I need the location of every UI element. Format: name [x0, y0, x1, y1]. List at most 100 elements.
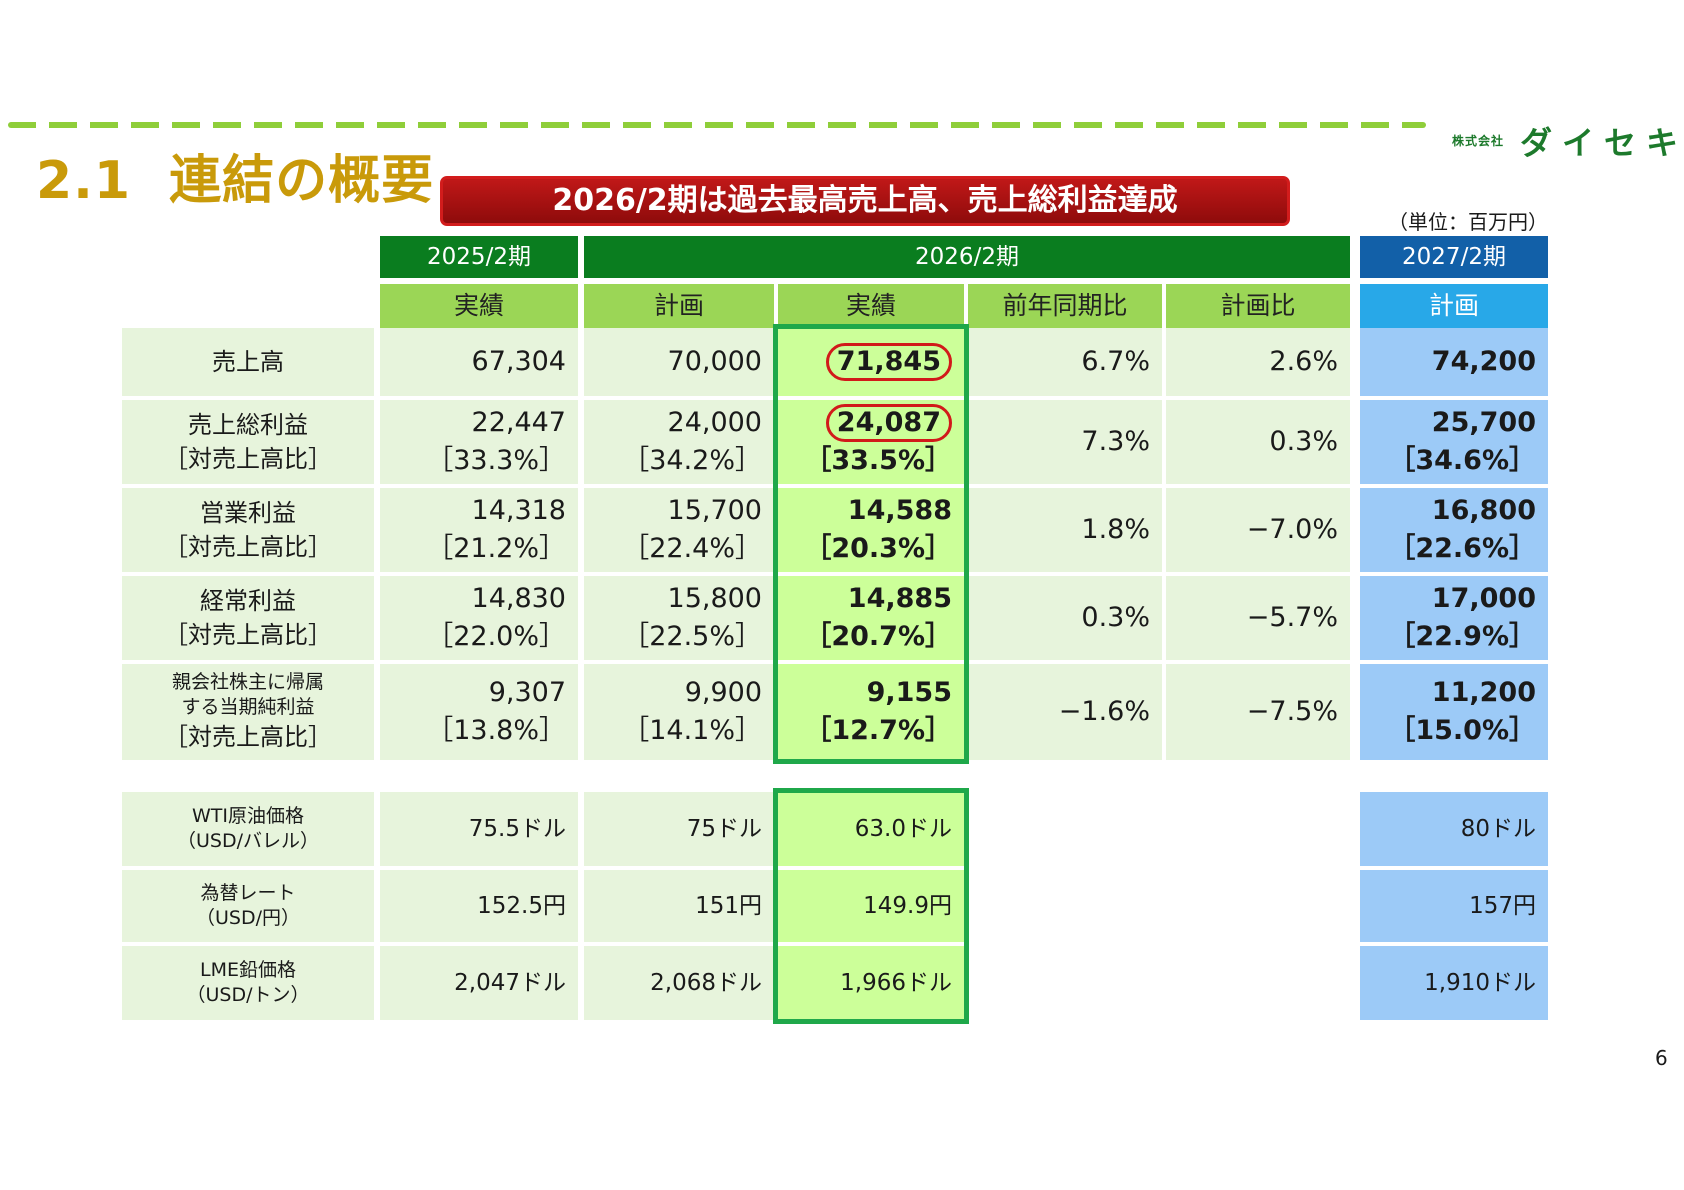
ratio: ［20.7%］	[804, 621, 952, 652]
value: 6.7%	[1081, 346, 1150, 377]
row-label: 経常利益 ［対売上高比］	[122, 576, 374, 660]
ratio: ［33.3%］	[426, 445, 566, 476]
actual-highlight-box-market	[773, 788, 969, 1024]
header-actual-2026: 実績	[778, 284, 964, 328]
market-fy25: 152.5円	[380, 870, 578, 942]
value: 15,700	[667, 495, 762, 526]
market-label-unit: （USD/円）	[196, 907, 300, 929]
value: 14,588	[847, 495, 952, 526]
value: 7.3%	[1081, 426, 1150, 457]
row-label: 営業利益 ［対売上高比］	[122, 488, 374, 572]
logo-company-prefix: 株式会社	[1452, 134, 1505, 148]
value: 2.6%	[1269, 346, 1338, 377]
value: 149.9円	[863, 893, 952, 919]
row-label: 親会社株主に帰属 する当期純利益 ［対売上高比］	[122, 664, 374, 760]
ratio: ［22.0%］	[426, 621, 566, 652]
value: 1,966ドル	[840, 970, 952, 996]
value: 70,000	[667, 346, 762, 377]
value: −7.0%	[1246, 514, 1338, 545]
value: −5.7%	[1246, 602, 1338, 633]
cell-vs-plan: −7.0%	[1166, 488, 1350, 572]
cell-yoy: 0.3%	[968, 576, 1162, 660]
value: −1.6%	[1058, 696, 1150, 727]
cell-plan-2027: 25,700 ［34.6%］	[1360, 400, 1548, 484]
company-logo: ダイセキ	[1520, 124, 1684, 162]
row-label-text-2: する当期純利益	[181, 696, 315, 718]
cell-plan: 9,900 ［14.1%］	[584, 664, 774, 760]
cell-yoy: 6.7%	[968, 328, 1162, 396]
dashed-divider	[8, 122, 1426, 128]
row-label-ratio: ［対売上高比］	[164, 445, 332, 473]
cell-yoy: −1.6%	[968, 664, 1162, 760]
value: 67,304	[471, 346, 566, 377]
record-high-circle: 24,087	[825, 404, 952, 442]
value: 0.3%	[1269, 426, 1338, 457]
value: 74,200	[1431, 346, 1536, 377]
market-plan-2027: 1,910ドル	[1360, 946, 1548, 1020]
ratio: ［22.5%］	[622, 621, 762, 652]
section-title-text: 連結の概要	[169, 151, 435, 211]
row-label-text: 売上総利益	[188, 411, 308, 439]
ratio: ［22.4%］	[622, 533, 762, 564]
market-plan-2027: 157円	[1360, 870, 1548, 942]
cell-yoy: 1.8%	[968, 488, 1162, 572]
cell-actual: 71,845	[778, 328, 964, 396]
market-fy25: 2,047ドル	[380, 946, 578, 1020]
row-label-ratio: ［対売上高比］	[164, 723, 332, 751]
header-yoy: 前年同期比	[968, 284, 1162, 328]
cell-actual: 14,588 ［20.3%］	[778, 488, 964, 572]
ratio: ［20.3%］	[804, 533, 952, 564]
cell-plan: 15,700 ［22.4%］	[584, 488, 774, 572]
cell-plan-2027: 16,800 ［22.6%］	[1360, 488, 1548, 572]
value: 15,800	[667, 583, 762, 614]
value: 157円	[1469, 893, 1536, 919]
market-label: WTI原油価格 （USD/バレル）	[122, 792, 374, 866]
cell-fy25: 67,304	[380, 328, 578, 396]
value: 1,910ドル	[1424, 970, 1536, 996]
market-actual: 149.9円	[778, 870, 964, 942]
value: 75.5ドル	[468, 816, 566, 842]
market-actual: 63.0ドル	[778, 792, 964, 866]
value: 63.0ドル	[854, 816, 952, 842]
actual-highlight-box	[773, 324, 969, 764]
header-plan-2027: 計画	[1360, 284, 1548, 328]
ratio: ［34.2%］	[622, 445, 762, 476]
value: 9,307	[488, 677, 566, 708]
cell-plan: 24,000 ［34.2%］	[584, 400, 774, 484]
market-plan: 2,068ドル	[584, 946, 774, 1020]
cell-fy25: 14,318 ［21.2%］	[380, 488, 578, 572]
value: 9,155	[866, 677, 952, 708]
value: 22,447	[471, 407, 566, 438]
ratio: ［33.5%］	[804, 445, 952, 476]
record-high-circle: 71,845	[825, 343, 952, 381]
market-label-text: WTI原油価格	[192, 805, 304, 827]
market-label-unit: （USD/バレル）	[177, 830, 319, 852]
header-plan-2026: 計画	[584, 284, 774, 328]
cell-plan-2027: 17,000 ［22.9%］	[1360, 576, 1548, 660]
unit-note: （単位：百万円）	[1388, 210, 1548, 234]
header-fy2027: 2027/2期	[1360, 236, 1548, 278]
header-vs-plan: 計画比	[1166, 284, 1350, 328]
market-label: 為替レート （USD/円）	[122, 870, 374, 942]
ratio: ［22.6%］	[1388, 533, 1536, 564]
header-fy2026: 2026/2期	[584, 236, 1350, 278]
cell-fy25: 22,447 ［33.3%］	[380, 400, 578, 484]
ratio: ［14.1%］	[622, 715, 762, 746]
section-title: 2.1 連結の概要	[36, 138, 434, 213]
cell-plan-2027: 74,200	[1360, 328, 1548, 396]
value: 152.5円	[477, 893, 566, 919]
value: 151円	[695, 893, 762, 919]
market-fy25: 75.5ドル	[380, 792, 578, 866]
cell-actual: 14,885 ［20.7%］	[778, 576, 964, 660]
ratio: ［21.2%］	[426, 533, 566, 564]
market-label: LME鉛価格 （USD/トン）	[122, 946, 374, 1020]
value: 24,000	[667, 407, 762, 438]
cell-fy25: 9,307 ［13.8%］	[380, 664, 578, 760]
cell-plan: 15,800 ［22.5%］	[584, 576, 774, 660]
row-label-ratio: ［対売上高比］	[164, 621, 332, 649]
cell-vs-plan: 2.6%	[1166, 328, 1350, 396]
market-label-text: 為替レート	[200, 882, 296, 904]
header-actual-2025: 実績	[380, 284, 578, 328]
ratio: ［13.8%］	[426, 715, 566, 746]
ratio: ［34.6%］	[1388, 445, 1536, 476]
